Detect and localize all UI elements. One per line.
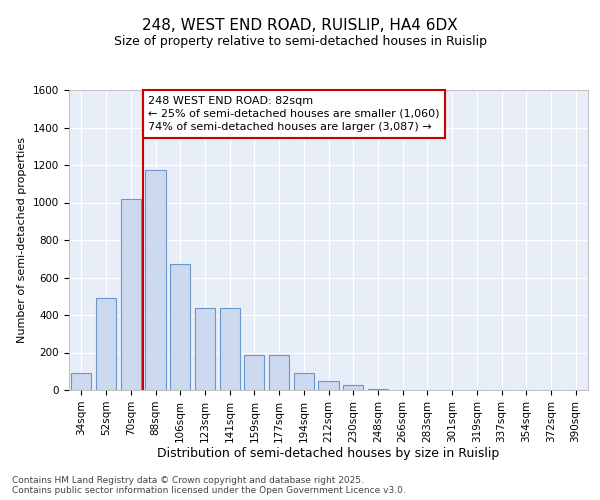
Y-axis label: Number of semi-detached properties: Number of semi-detached properties — [17, 137, 28, 343]
Bar — [319, 380, 338, 390]
Bar — [244, 356, 265, 390]
Bar — [293, 373, 314, 390]
Text: Contains HM Land Registry data © Crown copyright and database right 2025.
Contai: Contains HM Land Registry data © Crown c… — [12, 476, 406, 495]
Bar — [96, 298, 116, 390]
Bar — [145, 170, 166, 390]
Bar — [269, 356, 289, 390]
Bar — [220, 308, 240, 390]
Bar — [121, 198, 141, 390]
X-axis label: Distribution of semi-detached houses by size in Ruislip: Distribution of semi-detached houses by … — [157, 448, 500, 460]
Bar — [71, 373, 91, 390]
Text: 248, WEST END ROAD, RUISLIP, HA4 6DX: 248, WEST END ROAD, RUISLIP, HA4 6DX — [142, 18, 458, 32]
Bar — [170, 264, 190, 390]
Bar — [343, 386, 364, 390]
Text: Size of property relative to semi-detached houses in Ruislip: Size of property relative to semi-detach… — [113, 35, 487, 48]
Bar — [368, 389, 388, 390]
Bar — [195, 308, 215, 390]
Text: 248 WEST END ROAD: 82sqm
← 25% of semi-detached houses are smaller (1,060)
74% o: 248 WEST END ROAD: 82sqm ← 25% of semi-d… — [148, 96, 440, 132]
